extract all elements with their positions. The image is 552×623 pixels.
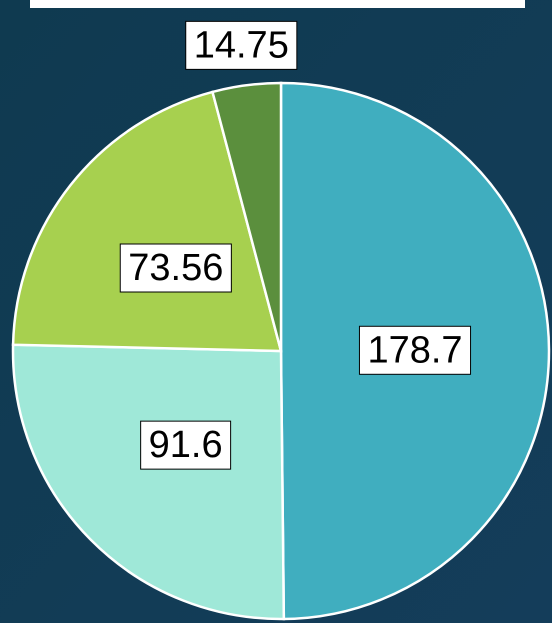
- data-label: 73.56: [128, 247, 223, 289]
- data-label-box: [140, 420, 232, 470]
- pie-slice: [11, 343, 286, 621]
- labels: 178.7 91.6 73.56 14.75: [119, 20, 472, 470]
- data-label-box: [185, 20, 298, 70]
- data-label: 91.6: [149, 424, 223, 466]
- header-strip: [30, 0, 525, 8]
- data-label-box: [358, 325, 472, 375]
- data-label: 178.7: [367, 329, 462, 371]
- pie-slice: [210, 81, 283, 352]
- data-label-box: [119, 243, 232, 293]
- data-label: 14.75: [194, 24, 289, 66]
